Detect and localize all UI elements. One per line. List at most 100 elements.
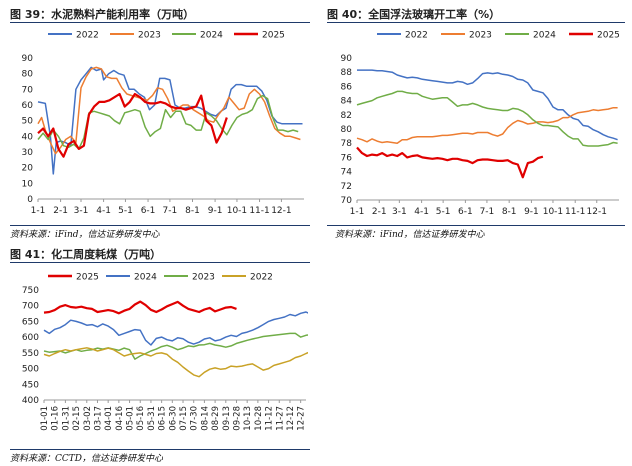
y-tick-label: 10	[22, 179, 34, 189]
x-tick-label: 01-31	[61, 406, 71, 431]
y-tick-label: 550	[22, 349, 39, 359]
x-tick-label: 8-1	[185, 206, 200, 216]
x-tick-label: 5-1	[118, 206, 133, 216]
x-tick-label: 01-01	[40, 406, 50, 431]
y-tick-label: 72	[341, 182, 352, 192]
x-tick-label: 10-13	[243, 406, 253, 431]
y-tick-label: 76	[341, 153, 353, 163]
x-tick-label: 06-30	[168, 406, 178, 431]
x-tick-label: 10-1	[227, 206, 247, 216]
x-tick-label: 6-1	[141, 206, 156, 216]
legend-label-2023: 2023	[469, 31, 492, 41]
y-tick-label: 50	[22, 117, 34, 127]
x-tick-label: 05-16	[136, 406, 146, 431]
x-tick-label: 12-1	[271, 206, 291, 216]
y-tick-label: 40	[22, 132, 34, 142]
x-tick-label: 04-01	[104, 406, 114, 431]
y-tick-label: 70	[341, 196, 353, 206]
figure-40-title-rule	[327, 22, 625, 23]
figure-39-source-rule	[10, 225, 310, 226]
x-tick-label: 06-15	[158, 406, 168, 431]
series-line-2023	[356, 106, 618, 144]
x-tick-label: 9-1	[524, 207, 539, 217]
x-tick-label: 3-1	[392, 207, 407, 217]
x-tick-label: 11-12	[265, 406, 275, 431]
x-tick-label: 10-1	[543, 207, 563, 217]
figure-41-source: 资料来源：CCTD，信达证券研发中心	[10, 454, 163, 464]
x-tick-label: 08-14	[200, 406, 210, 431]
legend-label-2025: 2025	[597, 31, 620, 41]
x-tick-label: 4-1	[96, 206, 111, 216]
y-tick-label: 82	[341, 111, 352, 121]
series-line-2024	[43, 311, 308, 346]
figure-39-source: 资料来源：iFind，信达证券研发中心	[10, 230, 160, 240]
figure-39-title: 图 39：水泥熟料产能利用率（万吨）	[10, 8, 195, 21]
y-tick-label: 84	[341, 97, 353, 107]
y-tick-label: 78	[341, 139, 353, 149]
x-tick-label: 4-1	[414, 207, 429, 217]
y-tick-label: 90	[341, 54, 353, 64]
x-tick-label: 09-28	[232, 406, 242, 431]
y-tick-label: 30	[22, 148, 34, 158]
x-tick-label: 5-1	[436, 207, 451, 217]
x-tick-label: 12-12	[286, 406, 296, 431]
figure-41-title: 图 41：化工周度耗煤（万吨）	[10, 248, 162, 261]
y-tick-label: 0	[27, 195, 33, 205]
y-tick-label: 750	[22, 286, 39, 296]
figure-40-source: 资料来源：iFind，信达证券研发中心	[335, 230, 485, 240]
legend-label-2023: 2023	[192, 273, 215, 283]
legend-label-2024: 2024	[134, 273, 157, 283]
y-tick-label: 400	[22, 396, 39, 406]
series-line-2023	[37, 66, 301, 155]
y-tick-label: 650	[22, 317, 39, 327]
float-glass-operating-rate-chart: 70 72 74 76 78 80 82 84 86 88 90 1-1 2-1 3-1 4-1 5-1 6-1…	[341, 31, 620, 218]
legend-label-2024: 2024	[533, 31, 556, 41]
x-tick-label: 2-1	[53, 206, 68, 216]
legend-label-2022: 2022	[405, 31, 428, 41]
figure-40-title: 图 40：全国浮法玻璃开工率（%）	[327, 8, 501, 21]
y-tick-label: 500	[22, 365, 39, 375]
x-tick-label: 08-29	[211, 406, 221, 431]
x-tick-label: 12-1	[587, 207, 607, 217]
x-tick-label: 07-30	[190, 406, 200, 431]
x-tick-label: 8-1	[502, 207, 517, 217]
series-line-2023	[43, 332, 308, 360]
figure-39-title-rule	[10, 22, 310, 23]
x-tick-label: 1-1	[350, 207, 365, 217]
x-tick-label: 11-1	[565, 207, 585, 217]
series-line-2025	[37, 92, 228, 158]
y-tick-label: 60	[22, 101, 34, 111]
x-tick-label: 11-27	[275, 406, 285, 431]
x-tick-label: 9-1	[208, 206, 223, 216]
y-tick-label: 20	[22, 164, 34, 174]
y-tick-label: 90	[22, 54, 34, 64]
x-tick-label: 02-15	[72, 406, 82, 431]
y-tick-label: 74	[341, 168, 353, 178]
x-tick-label: 3-1	[74, 206, 89, 216]
x-tick-label: 07-15	[179, 406, 189, 431]
x-tick-label: 6-1	[458, 207, 473, 217]
legend-label-2025: 2025	[262, 31, 285, 41]
series-line-2022	[43, 347, 308, 378]
figure-40-source-rule	[327, 225, 625, 226]
series-line-2022	[37, 66, 303, 175]
x-tick-label: 03-02	[83, 406, 93, 431]
x-tick-label: 05-01	[126, 406, 136, 431]
y-tick-label: 86	[341, 82, 353, 92]
y-tick-label: 80	[22, 70, 34, 80]
x-tick-label: 2-1	[372, 207, 387, 217]
figure-41-title-rule	[10, 262, 310, 263]
series-line-2025	[43, 300, 237, 315]
legend-label-2024: 2024	[200, 31, 223, 41]
x-tick-label: 10-28	[254, 406, 264, 431]
x-tick-label: 03-17	[93, 406, 103, 431]
x-tick-label: 01-16	[51, 406, 61, 431]
y-tick-label: 70	[22, 85, 34, 95]
y-tick-label: 600	[22, 333, 39, 343]
series-line-2022	[357, 69, 618, 141]
x-tick-label: 12-27	[297, 406, 307, 431]
cement-clinker-utilization-chart: 0 10 20 30 40 50 60 70 80 90 1-1 2-1 3-1 4-1 5-1 6-1 7-1…	[22, 31, 304, 216]
x-tick-label: 7-1	[163, 206, 178, 216]
x-tick-label: 09-13	[222, 406, 232, 431]
